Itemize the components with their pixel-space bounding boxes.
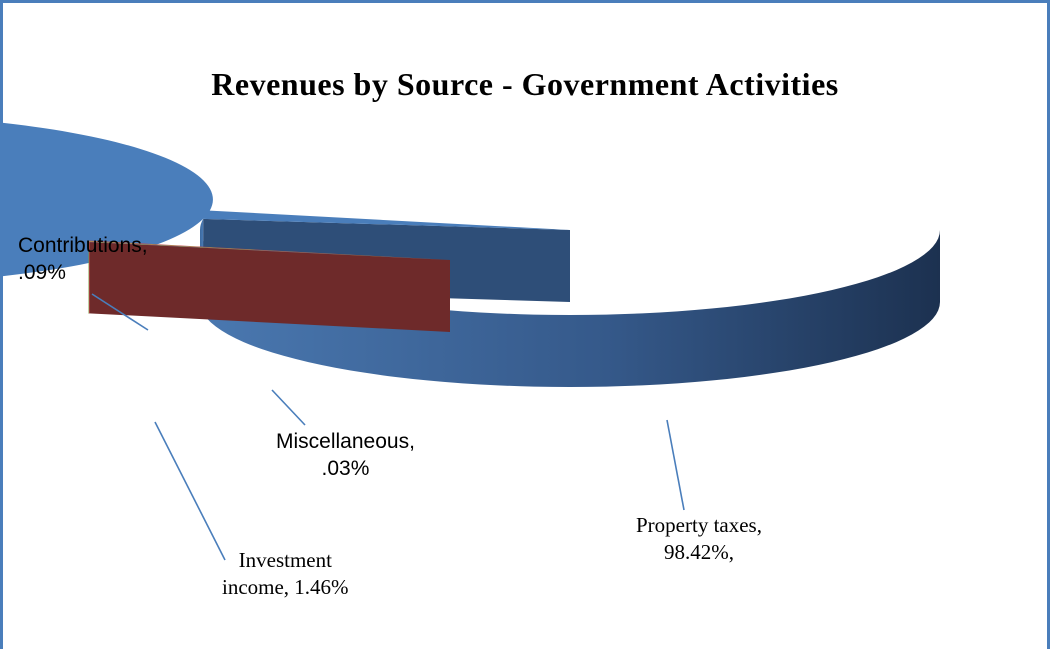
label-contributions-line1: Contributions, (18, 234, 148, 257)
slice-contributions-top (88, 241, 450, 260)
label-contributions: Contributions, .09% (18, 232, 148, 286)
slice-miscellaneous (88, 241, 450, 260)
label-miscellaneous: Miscellaneous, .03% (276, 428, 415, 482)
slice-investment-income (89, 240, 450, 260)
leader-contributions (91, 293, 149, 331)
label-property-taxes: Property taxes, 98.42%, (636, 512, 762, 566)
label-miscellaneous-line1: Miscellaneous, (276, 430, 415, 453)
label-investment-income-line1: Investment (238, 548, 332, 572)
chart-title: Revenues by Source - Government Activiti… (211, 66, 839, 102)
slice-property-taxes (0, 122, 570, 277)
label-miscellaneous-line2: .03% (321, 457, 370, 480)
slice-investment-income-face (89, 241, 450, 332)
leader-miscellaneous (271, 389, 306, 426)
slice-investment-income-edge (89, 240, 90, 314)
label-property-taxes-line1: Property taxes, (636, 513, 762, 537)
label-investment-income-line2: income, 1.46% (222, 575, 349, 599)
leader-property-taxes (666, 419, 685, 511)
label-property-taxes-line2: 98.42%, (663, 540, 734, 564)
leader-investment-income (154, 421, 226, 561)
label-investment-income: Investment income, 1.46% (222, 547, 349, 601)
slice-property-taxes-side (200, 230, 940, 387)
label-contributions-line2: .09% (18, 261, 66, 284)
